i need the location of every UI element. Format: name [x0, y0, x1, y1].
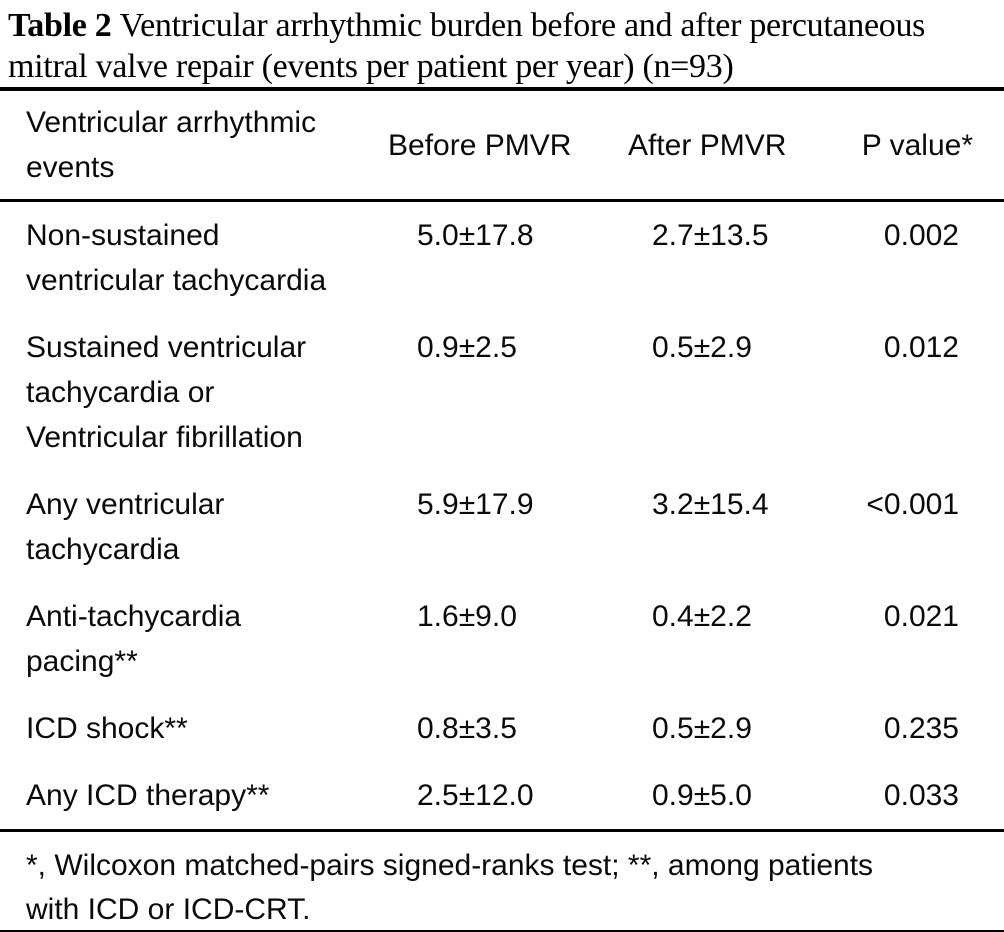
after-value: 0.5±2.9: [652, 712, 752, 745]
before-value: 2.5±12.0: [417, 779, 534, 812]
after-value: 0.5±2.9: [652, 331, 752, 364]
col-header-after-pmvr: After PMVR: [605, 91, 835, 202]
col-header-events: Ventricular arrhythmic events: [0, 91, 370, 202]
table-caption: Table 2 Ventricular arrhythmic burden be…: [0, 0, 1004, 87]
after-value: 0.9±5.0: [652, 779, 752, 812]
row-label: Any ICD therapy**: [26, 779, 270, 812]
before-value: 1.6±9.0: [417, 600, 517, 633]
row-label: Sustained ventricular tachycardia or Ven…: [26, 331, 307, 454]
row-label: Any ventricular tachycardia: [26, 488, 225, 566]
before-value: 5.0±17.8: [417, 219, 534, 252]
bottom-rule: [0, 930, 1004, 932]
table-row: Sustained ventricular tachycardia or Ven…: [0, 314, 1004, 471]
table-footnote: *, Wilcoxon matched-pairs signed-ranks t…: [26, 849, 874, 926]
col-header-p-value: P value*: [835, 91, 1004, 202]
header-row: Ventricular arrhythmic events Before PMV…: [0, 91, 1004, 202]
p-value: 0.012: [883, 331, 959, 364]
p-value: 0.002: [883, 219, 959, 252]
before-value: 0.8±3.5: [417, 712, 517, 745]
table-row: Anti-tachycardia pacing** 1.6±9.0 0.4±2.…: [0, 583, 1004, 695]
p-value: <0.001: [866, 488, 959, 521]
after-value: 0.4±2.2: [652, 600, 752, 633]
col-header-before-pmvr: Before PMVR: [370, 91, 605, 202]
p-value: 0.033: [883, 779, 959, 812]
p-value: 0.235: [883, 712, 959, 745]
table-caption-text: Ventricular arrhythmic burden before and…: [8, 7, 926, 85]
top-rule: [0, 87, 1004, 91]
table-row: Any ventricular tachycardia 5.9±17.9 3.2…: [0, 471, 1004, 583]
table-row: ICD shock** 0.8±3.5 0.5±2.9 0.235: [0, 695, 1004, 762]
after-value: 3.2±15.4: [652, 488, 769, 521]
footer-rule: [0, 829, 1004, 832]
arrhythmia-table: Ventricular arrhythmic events Before PMV…: [0, 91, 1004, 829]
table-caption-label: Table 2: [8, 7, 120, 44]
row-label: ICD shock**: [26, 712, 188, 745]
row-label: Anti-tachycardia pacing**: [26, 600, 242, 678]
row-label: Non-sustained ventricular tachycardia: [26, 219, 327, 297]
before-value: 0.9±2.5: [417, 331, 517, 364]
p-value: 0.021: [883, 600, 959, 633]
after-value: 2.7±13.5: [652, 219, 769, 252]
table-row: Any ICD therapy** 2.5±12.0 0.9±5.0 0.033: [0, 762, 1004, 829]
before-value: 5.9±17.9: [417, 488, 534, 521]
table-row: Non-sustained ventricular tachycardia 5.…: [0, 201, 1004, 315]
